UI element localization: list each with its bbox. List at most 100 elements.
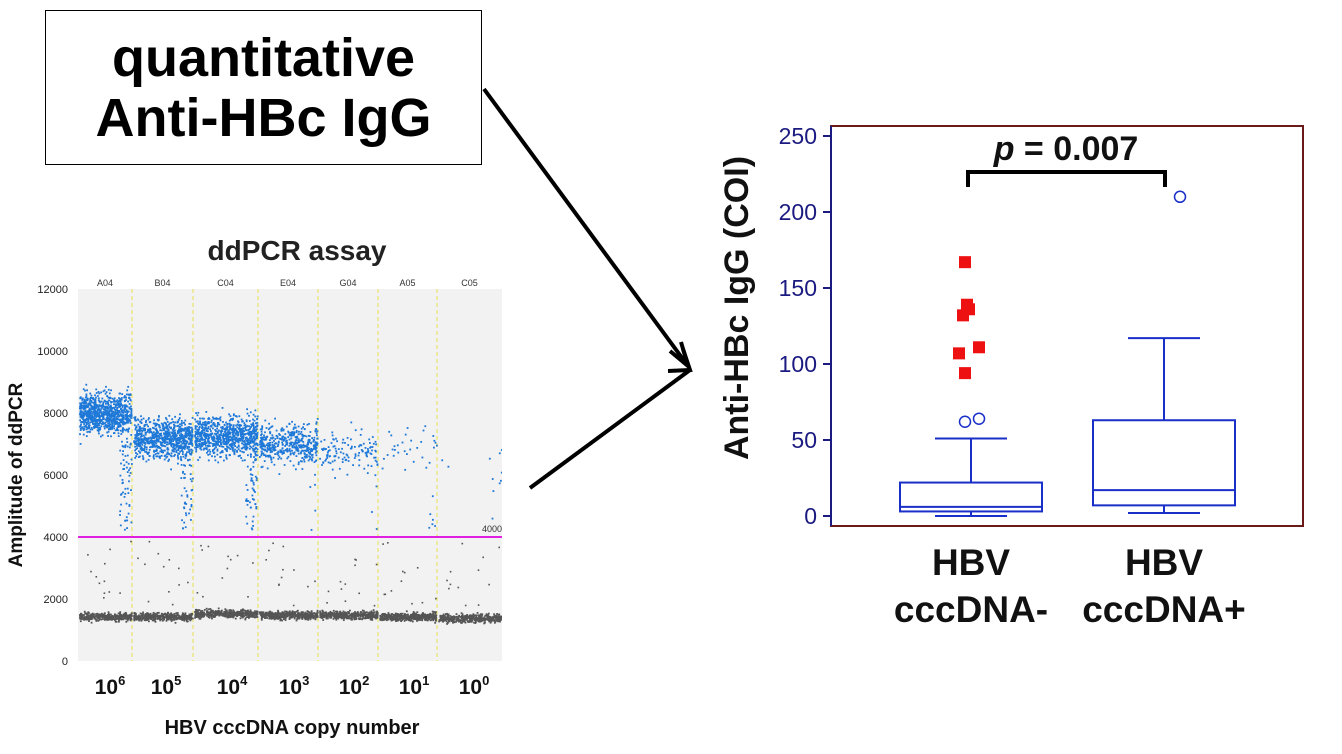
positive-droplet (111, 428, 113, 430)
negative-droplet (297, 614, 300, 617)
positive-droplet (124, 455, 127, 457)
positive-droplet (109, 418, 111, 420)
positive-droplet (226, 423, 229, 425)
negative-droplet (175, 617, 178, 620)
positive-droplet (251, 494, 254, 497)
positive-droplet (181, 442, 184, 445)
positive-droplet (245, 499, 247, 502)
positive-droplet (213, 424, 216, 427)
negative-droplet (241, 609, 244, 612)
negative-droplet (282, 545, 285, 548)
positive-droplet (229, 443, 232, 446)
positive-droplet (140, 434, 143, 437)
negative-droplet (86, 612, 89, 615)
positive-droplet (202, 421, 204, 424)
positive-droplet (277, 443, 280, 446)
positive-droplet (250, 446, 253, 449)
negative-droplet (166, 618, 168, 621)
negative-droplet (348, 615, 351, 617)
positive-droplet (254, 503, 257, 506)
positive-droplet (85, 405, 87, 408)
negative-droplet (256, 610, 258, 613)
negative-droplet (312, 615, 315, 618)
negative-droplet (143, 619, 146, 622)
positive-droplet (79, 396, 82, 399)
positive-droplet (122, 421, 125, 423)
negative-droplet (124, 613, 126, 616)
positive-droplet (95, 415, 98, 417)
negative-droplet (182, 615, 185, 617)
positive-droplet (306, 453, 308, 456)
positive-droplet (347, 460, 350, 462)
positive-droplet (119, 425, 122, 428)
positive-droplet (95, 425, 98, 427)
negative-droplet (147, 614, 150, 616)
positive-droplet (141, 447, 143, 450)
negative-droplet (165, 619, 168, 622)
positive-droplet (126, 420, 129, 422)
positive-droplet (101, 412, 103, 415)
positive-droplet (149, 421, 152, 423)
negative-droplet (306, 615, 309, 618)
positive-droplet (204, 438, 206, 441)
positive-droplet (93, 425, 95, 428)
negative-droplet (228, 609, 231, 612)
negative-droplet (266, 612, 268, 615)
positive-droplet (315, 428, 318, 430)
negative-droplet (179, 617, 181, 620)
positive-droplet (218, 423, 221, 426)
negative-droplet (248, 613, 251, 616)
positive-droplet (245, 436, 248, 439)
positive-droplet (249, 426, 252, 429)
negative-droplet (150, 616, 152, 619)
positive-droplet (160, 422, 163, 425)
positive-droplet (89, 404, 92, 407)
positive-droplet (203, 447, 206, 450)
positive-droplet (98, 408, 100, 410)
positive-droplet (194, 440, 197, 443)
ddpcr-panel: ddPCR assay 4000 A04 B04 C04 E04 G04 A05 C05 0… (6, 235, 502, 739)
positive-droplet (155, 429, 158, 432)
positive-droplet (183, 473, 186, 475)
positive-droplet (264, 431, 266, 434)
positive-droplet (95, 396, 97, 399)
positive-droplet (124, 487, 127, 490)
positive-droplet (114, 409, 117, 411)
positive-droplet (252, 432, 255, 435)
positive-droplet (185, 436, 187, 439)
positive-droplet (129, 422, 132, 424)
negative-droplet (234, 612, 237, 615)
negative-droplet (285, 612, 287, 615)
positive-droplet (303, 434, 306, 437)
positive-droplet (243, 424, 246, 427)
negative-droplet (293, 617, 296, 620)
positive-droplet (117, 413, 119, 416)
positive-droplet (288, 438, 291, 441)
positive-droplet (134, 457, 137, 459)
positive-droplet (79, 415, 82, 418)
positive-droplet (91, 408, 93, 410)
negative-droplet (166, 613, 168, 616)
negative-droplet (157, 611, 160, 614)
positive-droplet (126, 487, 129, 490)
positive-droplet (117, 415, 120, 418)
negative-droplet (277, 612, 279, 615)
positive-droplet (86, 418, 88, 420)
negative-droplet (90, 570, 92, 573)
positive-droplet (233, 438, 235, 441)
positive-droplet (124, 519, 127, 522)
positive-droplet (314, 483, 316, 486)
positive-droplet (104, 425, 107, 427)
positive-droplet (283, 464, 286, 466)
positive-droplet (212, 437, 215, 439)
positive-droplet (285, 443, 288, 446)
positive-droplet (116, 427, 118, 430)
positive-droplet (107, 396, 110, 399)
negative-droplet (162, 617, 164, 619)
positive-droplet (123, 422, 125, 425)
positive-droplet (248, 443, 250, 446)
negative-droplet (200, 615, 203, 618)
positive-droplet (269, 451, 272, 454)
positive-droplet (166, 446, 169, 449)
negative-droplet (200, 544, 202, 547)
